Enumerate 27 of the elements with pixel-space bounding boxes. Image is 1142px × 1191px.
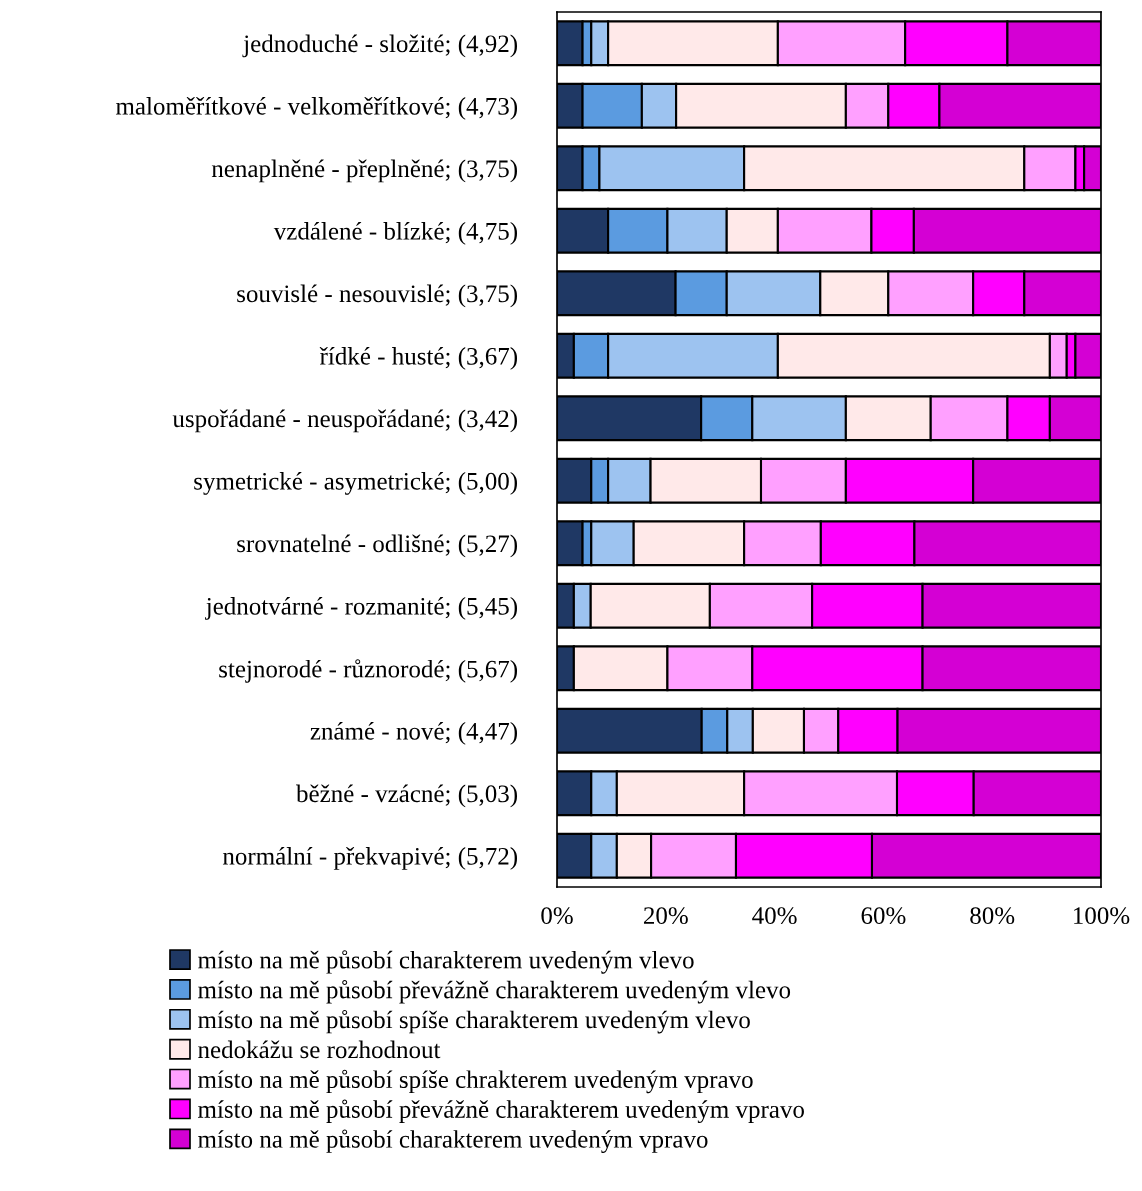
y-tick-label: vzdálené - blízké; (4,75) <box>273 222 518 245</box>
y-tick-label: nenaplněné - přeplněné; (3,75) <box>211 159 518 183</box>
x-tick-label: 20% <box>643 907 688 925</box>
x-tick-label: 0% <box>541 907 573 925</box>
legend-label: místo na mě působí spíše charakterem uvedeným vlevo <box>198 1009 750 1034</box>
x-tick-label: 60% <box>861 907 906 925</box>
y-tick-label: srovnatelné - odlišné; (5,27) <box>237 534 518 558</box>
y-tick-label: běžné - vzácné; (5,03) <box>296 784 518 808</box>
x-tick-label: 40% <box>752 907 797 925</box>
x-tick-label: 100% <box>1074 907 1130 925</box>
legend-label: místo na mě působí spíše chrakterem uvedeným vpravo <box>198 1069 753 1094</box>
x-tick-label: 80% <box>970 907 1015 925</box>
y-tick-label: souvislé - nesouvislé; (3,75) <box>237 284 518 308</box>
y-tick-label: známé - nové; (4,47) <box>310 722 518 745</box>
y-tick-label: jednotvárné - rozmanité; (5,45) <box>205 597 518 620</box>
legend-label: místo na mě působí převážně charakterem uvedeným vlevo <box>198 980 791 1004</box>
y-tick-label: stejnorodé - různorodé; (5,67) <box>219 659 518 683</box>
y-tick-label: maloměřítkové - velkoměřítkové; (4,73) <box>115 97 518 120</box>
legend-label: nedokážu se rozhodnout <box>198 1040 441 1059</box>
y-tick-label: jednoduché - složité; (4,92) <box>242 34 518 58</box>
legend-label: místo na mě působí charakterem uvedeným vlevo <box>198 950 694 974</box>
y-tick-label: normální - překvapivé; (5,72) <box>222 847 518 870</box>
y-tick-label: uspořádané - neuspořádané; (3,42) <box>172 409 517 433</box>
y-tick-label: řídké - husté; (3,67) <box>319 347 518 370</box>
legend-label: místo na mě působí převážně charakterem uvedeným vpravo <box>198 1099 804 1124</box>
y-tick-label: symetrické - asymetrické; (5,00) <box>194 472 518 495</box>
legend-label: místo na mě působí charakterem uvedeným vpravo <box>198 1129 708 1153</box>
